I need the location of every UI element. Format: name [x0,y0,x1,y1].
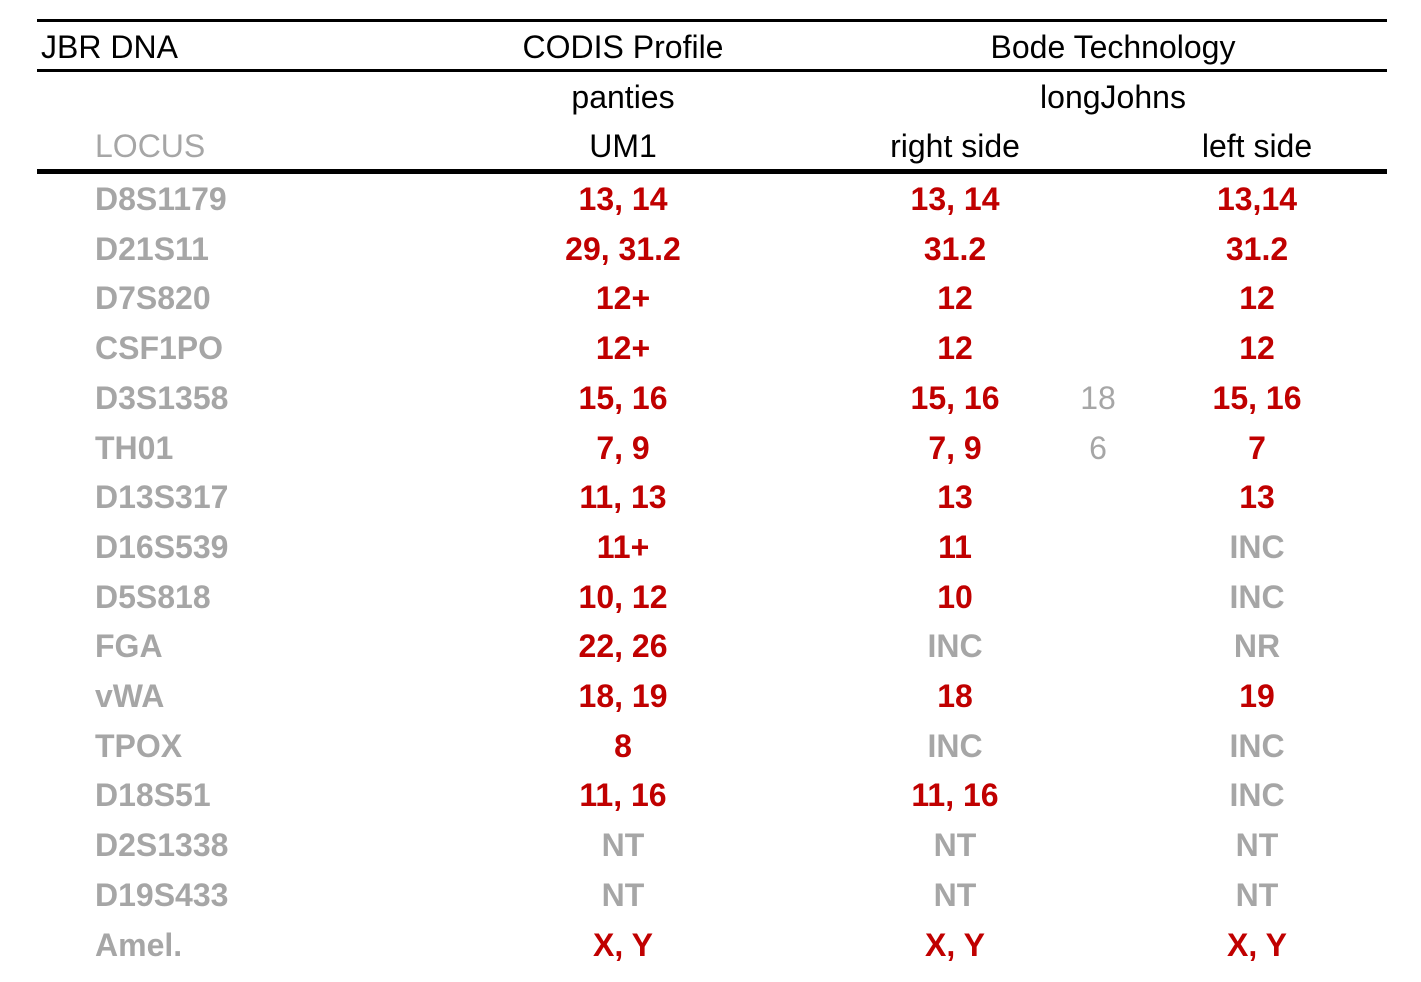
table-row: CSF1PO 12+ 12 12 [0,323,1421,373]
locus-cell: D3S1358 [95,379,229,416]
locus-cell: D13S317 [95,479,229,516]
um1-cell: 29, 31.2 [565,230,681,267]
right-side-cell: 15, 16 [910,379,1000,416]
um1-header: UM1 [589,128,657,164]
table-row: vWA 18, 19 18 19 [0,671,1421,721]
longjohns-subheader: longJohns [1040,79,1186,115]
right-side-cell: NT [933,876,977,913]
locus-cell: TH01 [95,429,174,466]
right-side-cell: X, Y [925,926,985,963]
extra-allele-cell: 18 [1080,379,1116,416]
left-side-cell: 7 [1248,429,1266,466]
locus-header: LOCUS [95,128,206,164]
table-row: D18S51 11, 16 11, 16 INC [0,770,1421,820]
right-side-cell: 11, 16 [911,777,999,814]
left-side-cell: NT [1235,827,1279,864]
right-side-cell: 13, 14 [910,181,1000,217]
table-row: D8S1179 13, 14 13, 14 13,14 [0,174,1421,224]
right-side-cell: 11 [938,528,972,565]
header-bottom-rule [37,169,1387,174]
table-row: D3S1358 15, 16 15, 16 18 15, 16 [0,373,1421,423]
left-side-cell: 19 [1239,678,1275,714]
um1-cell: 12+ [595,280,651,317]
um1-cell: 8 [614,727,632,764]
locus-cell: CSF1PO [95,330,224,367]
right-side-cell: 7, 9 [928,429,982,466]
um1-cell: 11, 13 [579,479,667,516]
table-row: TPOX 8 INC INC [0,721,1421,771]
right-side-cell: INC [927,727,983,764]
um1-cell: 11, 16 [579,777,667,814]
left-side-cell: 12 [1239,330,1275,367]
right-side-cell: INC [927,628,983,665]
um1-cell: X, Y [593,926,653,963]
locus-cell: D21S11 [95,230,209,267]
table-row: D2S1338 NT NT NT [0,820,1421,870]
locus-cell: TPOX [95,727,183,764]
header-rule [37,69,1387,72]
left-side-cell: X, Y [1227,926,1287,963]
um1-cell: 10, 12 [578,578,668,615]
locus-cell: D2S1338 [95,827,229,864]
locus-cell: D18S51 [95,777,211,814]
table-title: JBR DNA [41,29,178,65]
locus-cell: D7S820 [95,280,211,317]
right-side-cell: NT [933,827,977,864]
um1-cell: NT [601,827,645,864]
left-side-cell: INC [1229,727,1285,764]
right-side-cell: 31.2 [923,230,987,267]
locus-cell: Amel. [95,926,183,963]
um1-cell: NT [601,876,645,913]
codis-profile-header: CODIS Profile [522,29,724,65]
right-side-cell: 12 [937,330,973,367]
um1-cell: 12+ [595,330,651,367]
left-side-cell: 15, 16 [1212,379,1302,416]
locus-cell: vWA [95,678,165,714]
um1-cell: 7, 9 [596,429,650,466]
top-rule [37,19,1387,22]
table-row: FGA 22, 26 INC NR [0,621,1421,671]
table-row: TH01 7, 9 7, 9 6 7 [0,423,1421,473]
locus-cell: D19S433 [95,876,229,913]
left-side-cell: 31.2 [1225,230,1289,267]
table-row: D16S539 11+ 11 INC [0,522,1421,572]
table-row: Amel. X, Y X, Y X, Y [0,920,1421,970]
um1-cell: 22, 26 [578,628,668,665]
table-row: D21S11 29, 31.2 31.2 31.2 [0,224,1421,274]
left-side-header: left side [1201,128,1313,164]
left-side-cell: 12 [1239,280,1275,317]
locus-cell: FGA [95,628,163,665]
table-row: D5S818 10, 12 10 INC [0,572,1421,622]
right-side-cell: 10 [937,578,973,615]
right-side-header: right side [890,128,1020,164]
table-row: D19S433 NT NT NT [0,870,1421,920]
left-side-cell: INC [1229,578,1285,615]
locus-cell: D8S1179 [95,181,227,217]
left-side-cell: NR [1233,628,1281,665]
table-row: D13S317 11, 13 13 13 [0,472,1421,522]
locus-cell: D5S818 [95,578,211,615]
left-side-cell: NT [1235,876,1279,913]
extra-allele-cell: 6 [1089,429,1107,466]
bode-technology-header: Bode Technology [990,29,1236,65]
um1-cell: 18, 19 [578,678,668,714]
um1-cell: 11+ [596,528,650,565]
left-side-cell: 13 [1239,479,1275,516]
left-side-cell: INC [1229,777,1285,814]
right-side-cell: 18 [937,678,973,714]
table-row: D7S820 12+ 12 12 [0,273,1421,323]
um1-cell: 15, 16 [578,379,668,416]
left-side-cell: 13,14 [1216,181,1298,217]
left-side-cell: INC [1229,528,1285,565]
right-side-cell: 12 [937,280,973,317]
panties-subheader: panties [571,79,675,115]
right-side-cell: 13 [937,479,973,516]
um1-cell: 13, 14 [578,181,668,217]
locus-cell: D16S539 [95,528,229,565]
